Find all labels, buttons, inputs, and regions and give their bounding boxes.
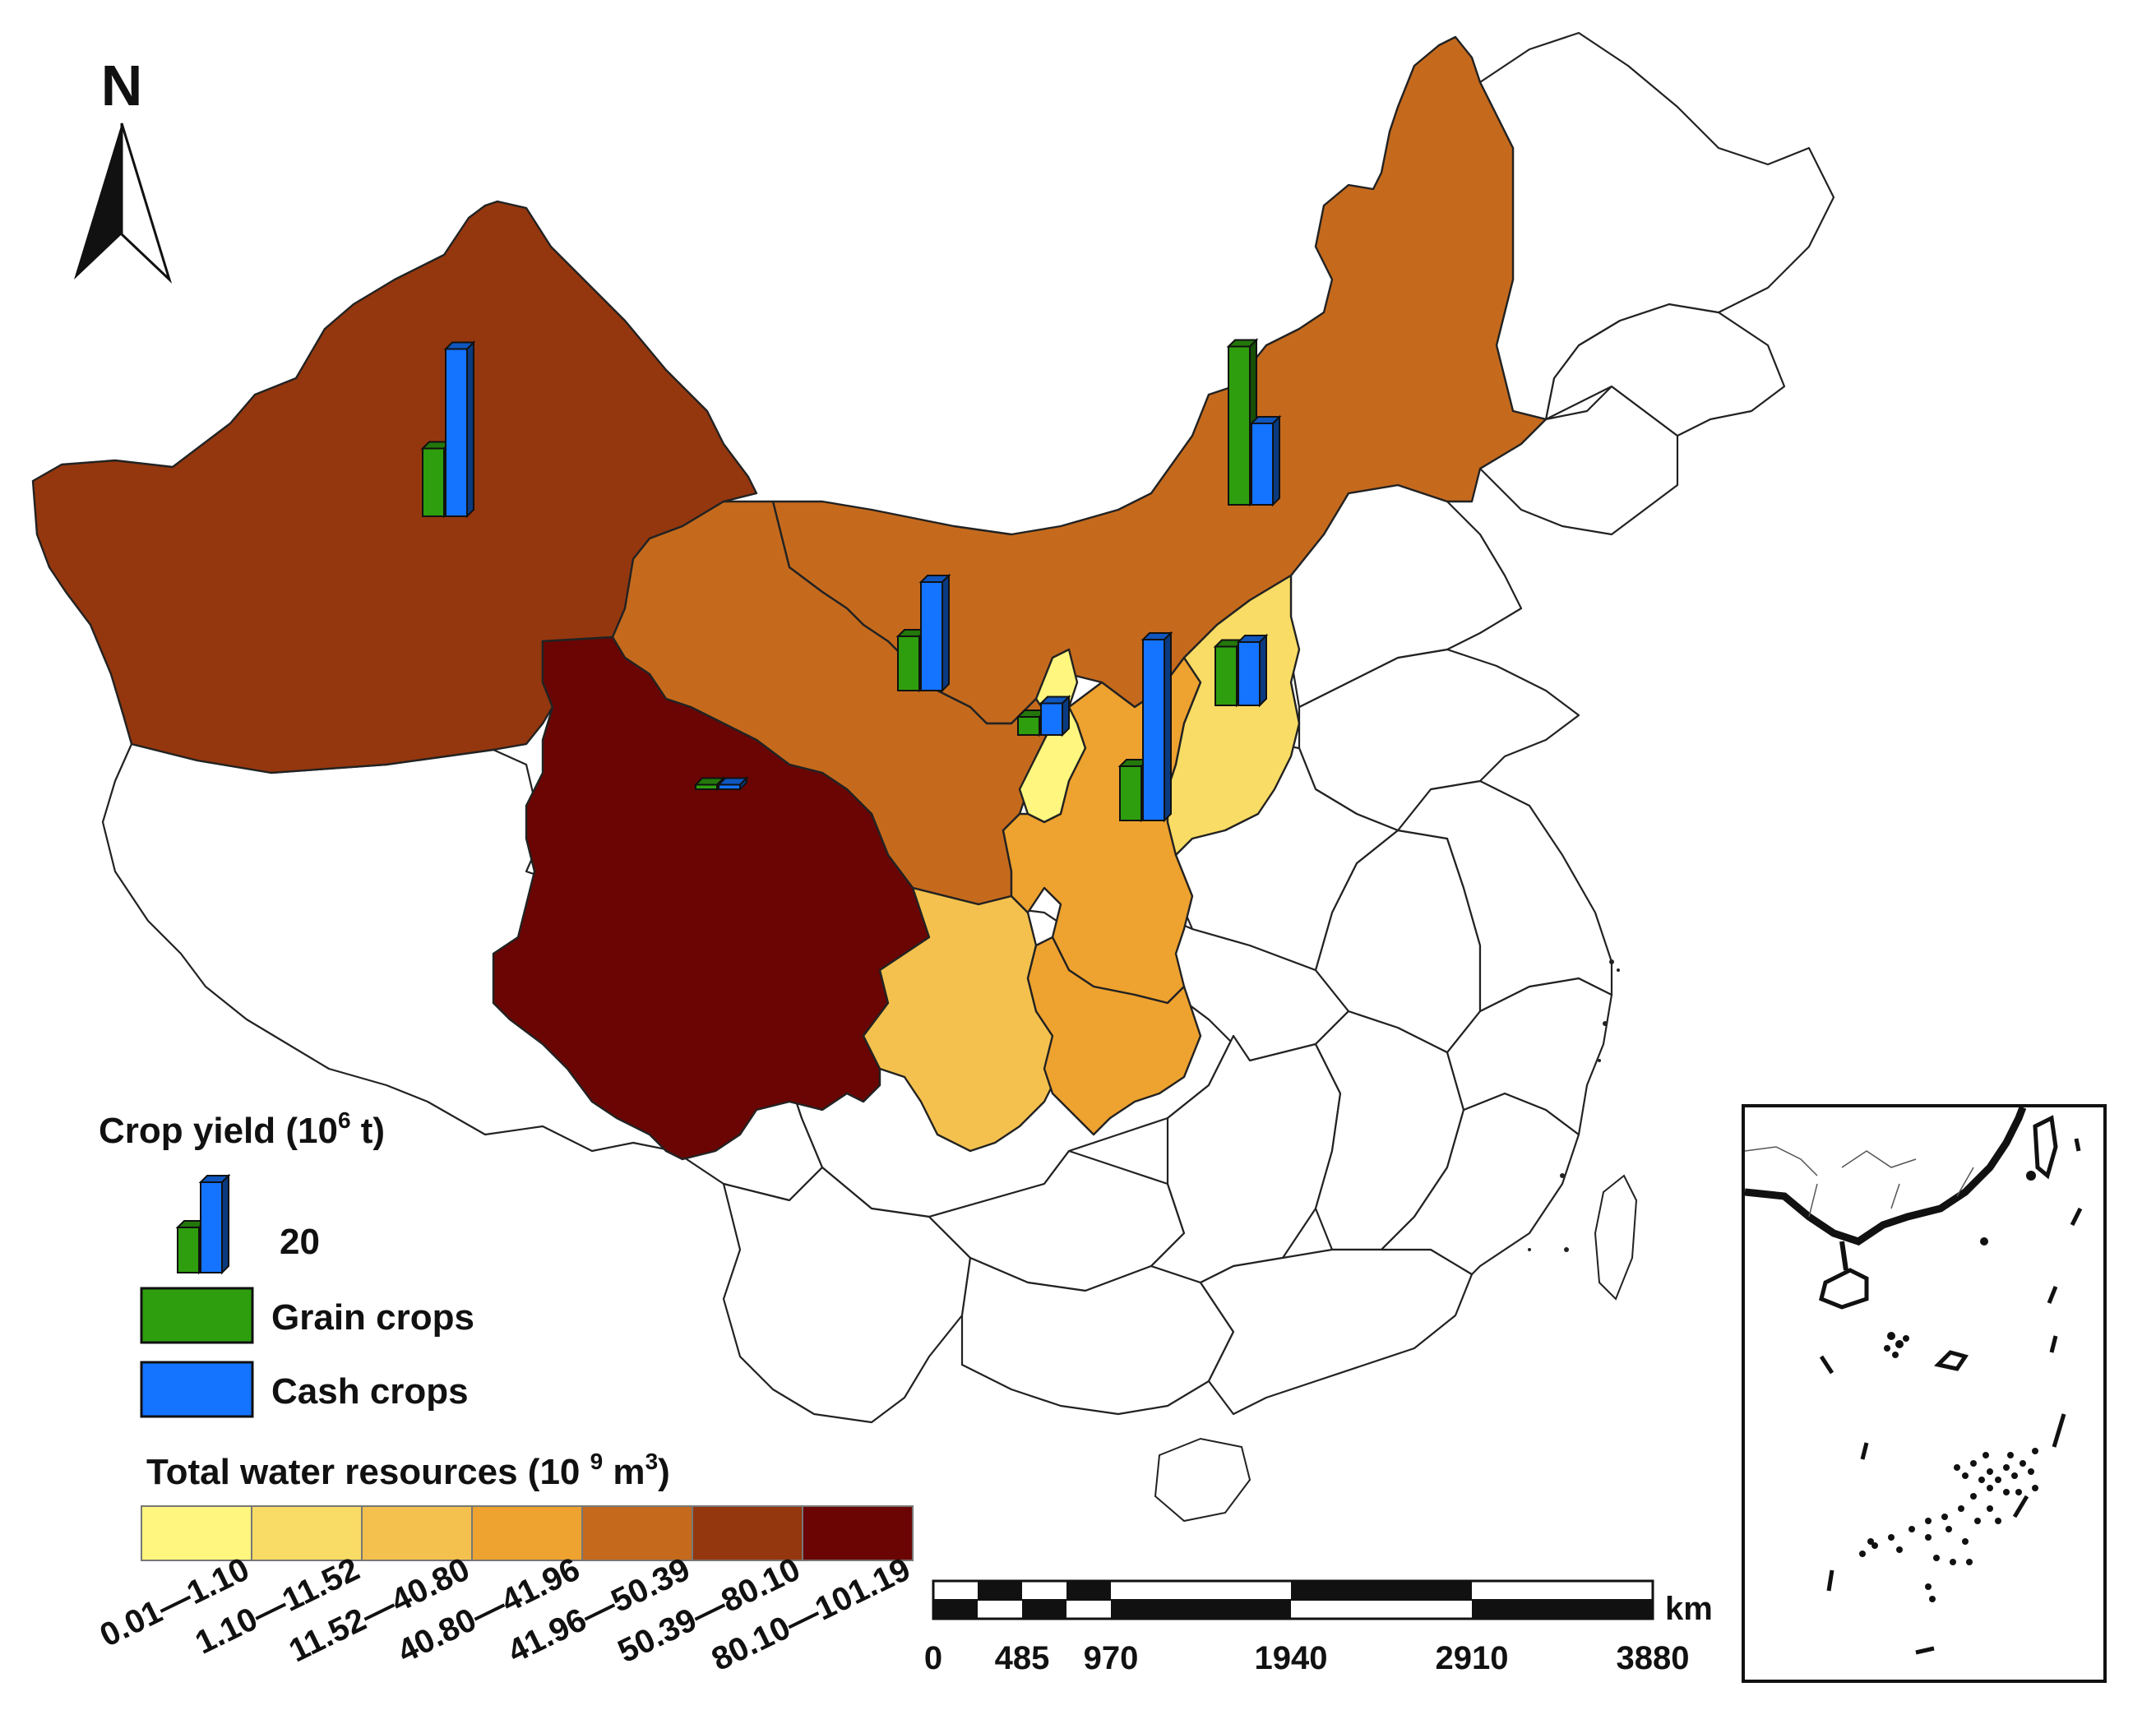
scale-tick-0: 0	[924, 1640, 942, 1676]
cash-bar-shaanxi	[1140, 631, 1173, 823]
scale-tick-970: 970	[1084, 1640, 1139, 1676]
grain-bar-shaanxi	[1117, 757, 1150, 823]
region-jiangsu	[1396, 779, 1613, 1013]
north-arrow: N	[74, 53, 173, 284]
crop-bars	[420, 338, 1282, 823]
water-class-swatch-5	[692, 1505, 803, 1561]
region-hainan	[1154, 1437, 1251, 1523]
scale-tick-2910: 2910	[1436, 1640, 1509, 1676]
scale-tick-3880: 3880	[1617, 1640, 1690, 1676]
grain-bar-qinghai	[693, 776, 726, 792]
water-class-swatches: 0.01—1.101.10—11.5211.52—40.8040.80—41.9…	[95, 1505, 916, 1678]
cash-crops-swatch	[140, 1361, 254, 1418]
water-class-swatch-1	[251, 1505, 363, 1561]
region-taiwan	[1594, 1174, 1638, 1301]
water-legend-title: Total water resources (10 9 m3)	[146, 1449, 670, 1492]
water-resources-legend: Total water resources (10 9 m3) 0.01—1.1…	[95, 1449, 916, 1678]
grain-crops-swatch	[140, 1287, 254, 1344]
scale-bar: km 0 485 970 1940 2910 3880	[924, 1579, 1713, 1676]
cash-bar-inner-mongolia	[1249, 414, 1282, 507]
north-arrow-right-half	[120, 122, 173, 284]
water-class-swatch-4	[581, 1505, 693, 1561]
cash-bar-ningxia	[1039, 695, 1071, 737]
north-arrow-label: N	[101, 53, 143, 118]
region-yunnan	[722, 1166, 972, 1424]
crop-yield-legend: Crop yield (106 t) 20 Grain crops Cash c…	[99, 1107, 474, 1418]
scale-tick-485: 485	[995, 1640, 1050, 1676]
coastal-islands	[1528, 959, 1620, 1252]
scale-bar-ticks: 0 485 970 1940 2910 3880	[924, 1640, 1690, 1676]
water-class-swatch-2	[361, 1505, 473, 1561]
cash-bar-qinghai	[716, 776, 749, 792]
north-arrow-left-half	[74, 123, 122, 280]
region-guangdong	[1199, 1248, 1474, 1416]
grain-crops-label: Grain crops	[271, 1297, 474, 1338]
cash-bar-shanxi	[1236, 633, 1269, 708]
crop-legend-title: Crop yield (106 t)	[99, 1107, 385, 1151]
south-china-sea-inset	[1742, 1104, 2107, 1683]
crop-legend-sample-bars	[175, 1173, 231, 1275]
water-class-swatch-6	[802, 1505, 914, 1561]
region-sichuan-west	[862, 886, 1062, 1153]
cash-bar-xinjiang	[443, 340, 476, 519]
crop-legend-scale-value: 20	[280, 1222, 320, 1262]
scale-bar-unit: km	[1665, 1591, 1713, 1627]
water-class-swatch-3	[471, 1505, 583, 1561]
region-henan-south	[1026, 936, 1202, 1136]
cash-bar-gansu	[918, 573, 951, 693]
region-xinjiang	[31, 200, 758, 774]
legend-cash-bar	[198, 1173, 231, 1275]
scale-tick-1940: 1940	[1255, 1640, 1328, 1676]
region-guangxi	[960, 1256, 1235, 1416]
region-qinghai	[492, 636, 939, 1161]
cash-crops-label: Cash crops	[271, 1371, 469, 1412]
